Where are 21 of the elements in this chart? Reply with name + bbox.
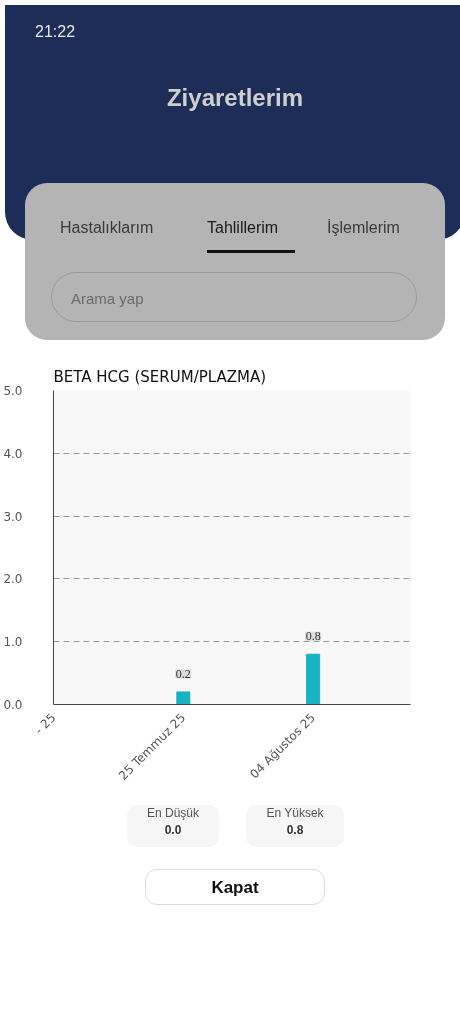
- data-label: 0.8: [305, 629, 321, 644]
- text: Ziyaretlerim: [165, 83, 305, 113]
- text: 21:22: [35, 22, 76, 42]
- y-tick-label: 3.0: [3, 509, 23, 524]
- text: Hastalıklarım: [60, 218, 154, 238]
- y-tick-label: 1.0: [3, 635, 23, 650]
- data-label: 0.2: [175, 666, 191, 681]
- text: En Yüksek: [266, 806, 324, 820]
- text: 0.0: [164, 823, 182, 838]
- chart-title: BETA HCG (SERUM/PLAZMA): [53, 367, 267, 386]
- x-tick-label: - 25: [31, 710, 59, 738]
- y-tick-label: 2.0: [3, 572, 23, 587]
- text: Kapat: [145, 869, 325, 905]
- text: En Düşük: [146, 806, 200, 820]
- y-tick-label: 0.0: [3, 698, 23, 712]
- text: İşlemlerim: [327, 218, 400, 238]
- y-tick-label: 4.0: [3, 446, 23, 461]
- text: 0.8: [286, 823, 304, 838]
- text: Tahlillerim: [207, 218, 279, 238]
- y-tick-label: 5.0: [3, 384, 23, 398]
- text: Arama yap: [71, 289, 144, 309]
